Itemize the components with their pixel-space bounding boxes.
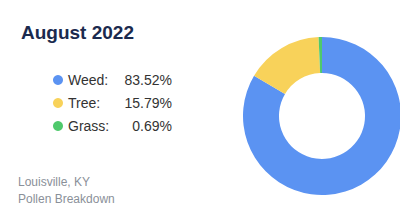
svg-text:Pollen Breakdown: Pollen Breakdown — [18, 192, 115, 206]
svg-text:Weed:: Weed: — [68, 72, 108, 88]
svg-text:0.69%: 0.69% — [132, 118, 172, 134]
svg-text:83.52%: 83.52% — [125, 72, 172, 88]
svg-text:Tree:: Tree: — [68, 95, 100, 111]
svg-text:August 2022: August 2022 — [21, 22, 134, 43]
svg-text:Grass:: Grass: — [68, 118, 109, 134]
svg-text:15.79%: 15.79% — [125, 95, 172, 111]
svg-text:Louisville, KY: Louisville, KY — [18, 175, 90, 189]
